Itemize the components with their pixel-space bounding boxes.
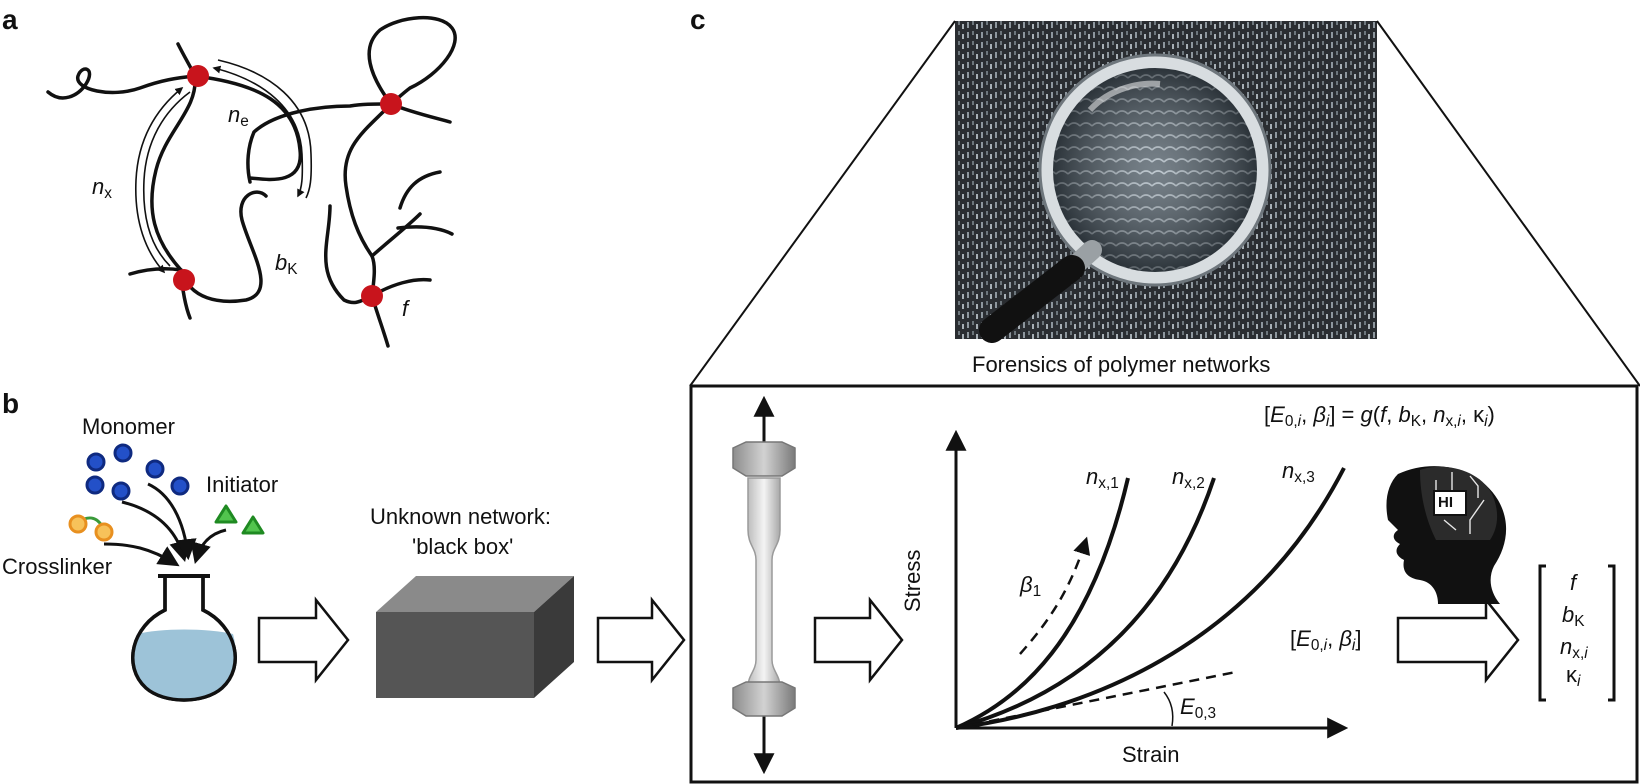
- image-caption: Forensics of polymer networks: [972, 352, 1271, 377]
- tensile-specimen: [732, 395, 796, 775]
- label-n-x: nx: [92, 174, 112, 202]
- monomer-dot: [113, 443, 133, 463]
- chain-strand: [46, 67, 197, 100]
- label-beta1: β1: [1020, 572, 1042, 600]
- flow-arrow: [596, 596, 686, 684]
- reagent-arrows: [103, 482, 227, 567]
- flow-arrow: [1396, 596, 1520, 684]
- output-kappa-i: κi: [1566, 662, 1581, 690]
- initiators: [214, 504, 265, 535]
- monomer-dot: [111, 481, 131, 501]
- label-nx3: nx,3: [1282, 458, 1315, 486]
- black-box: [376, 576, 574, 698]
- chart-ylabel: Stress: [900, 549, 925, 612]
- output-vector-brackets: [1538, 564, 1616, 702]
- chain-strand: [128, 190, 268, 304]
- label-f: f: [402, 296, 409, 321]
- label-nx2: nx,2: [1172, 464, 1205, 492]
- label-black-box: 'black box': [412, 534, 514, 559]
- analysis-frame: [689, 384, 1639, 784]
- output-n-x-i: nx,i: [1560, 634, 1588, 662]
- flask-icon: [131, 574, 237, 702]
- label-crosslinker: Crosslinker: [2, 554, 113, 579]
- curve-nx1: [955, 477, 1130, 730]
- strand-count-arrows: [134, 59, 313, 274]
- label-E03: E0,3: [1180, 694, 1217, 722]
- label-monomer: Monomer: [82, 414, 175, 439]
- stress-strain-chart: [945, 429, 1349, 739]
- output-f: f: [1570, 570, 1577, 595]
- chain-strand: [367, 16, 457, 106]
- crosslink-node: [187, 65, 209, 87]
- curve-nx2: [955, 477, 1216, 730]
- initiator-triangle: [214, 504, 238, 524]
- panel-label-c: c: [690, 4, 706, 35]
- chart-xlabel: Strain: [1122, 742, 1180, 767]
- label-b-k: bK: [275, 250, 298, 278]
- monomer-dot: [85, 475, 105, 495]
- flow-arrows: [257, 596, 1520, 684]
- chain-strand: [343, 102, 393, 298]
- monomers: [85, 443, 190, 501]
- curve-nx3: [955, 467, 1346, 730]
- ne-arrow-inner: [217, 59, 313, 199]
- label-initiator: Initiator: [206, 472, 279, 497]
- crosslink-node: [380, 93, 402, 115]
- angle-arc: [1163, 691, 1174, 727]
- chain-strand: [396, 225, 454, 236]
- crosslinker-molecule: [68, 514, 114, 542]
- chain-strand: [246, 102, 393, 184]
- nx-arrow: [134, 86, 184, 274]
- flow-arrow: [257, 596, 350, 684]
- ne-arrow: [212, 65, 305, 198]
- label-unknown-network: Unknown network:: [370, 504, 551, 529]
- tangent-E03: [955, 670, 1237, 730]
- input-vector: [E0,i, βi]: [1290, 626, 1362, 654]
- label-nx1: nx,1: [1086, 464, 1119, 492]
- output-b-k: bK: [1562, 602, 1585, 630]
- monomer-dot: [86, 452, 106, 472]
- monomer-dot: [170, 476, 190, 496]
- crosslink-nodes: [173, 65, 402, 307]
- hi-badge: HI: [1438, 494, 1453, 511]
- flask-liquid: [134, 629, 236, 699]
- crosslink-node: [361, 285, 383, 307]
- ai-head-icon: [1386, 466, 1507, 604]
- equation: [E0,i, βi] = g(f, bK, nx,i, κi): [1264, 402, 1495, 430]
- forensics-image: [955, 21, 1377, 343]
- panel-label-b: b: [2, 388, 20, 419]
- nx-arrow-inner: [142, 91, 191, 267]
- label-n-e: ne: [228, 102, 249, 130]
- panel-label-a: a: [2, 4, 18, 35]
- zoom-lines: [689, 20, 1640, 387]
- chain-strand: [370, 212, 422, 258]
- chain-strand: [398, 170, 442, 210]
- initiator-triangle: [241, 515, 265, 535]
- crosslink-node: [173, 269, 195, 291]
- flow-arrow: [813, 596, 904, 684]
- monomer-dot: [145, 459, 165, 479]
